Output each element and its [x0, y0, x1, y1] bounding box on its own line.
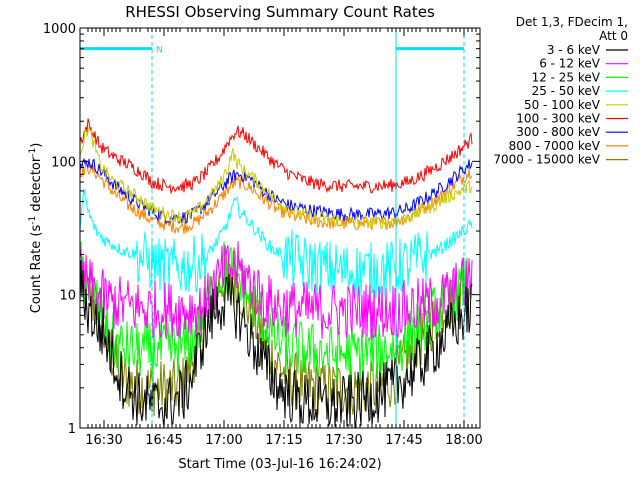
legend-label: 12 - 25 keV — [532, 70, 601, 84]
y-tick-label: 1000 — [43, 22, 76, 37]
series-line-300-800-kev — [79, 157, 473, 225]
legend-header-line-2: Att 0 — [599, 29, 628, 43]
y-axis-label: Count Rate (s-1 detector-1) — [28, 143, 44, 314]
legend-header-line-1: Det 1,3, FDecim 1, — [516, 15, 628, 29]
legend-label: 50 - 100 keV — [524, 98, 601, 112]
series-line-3-6-kev — [79, 260, 473, 429]
legend-label: 3 - 6 keV — [547, 43, 601, 57]
y-tick-label: 1 — [68, 422, 76, 437]
series-line-6-12-kev — [79, 241, 473, 340]
x-tick-label: 17:30 — [325, 433, 362, 448]
series-line-50-100-kev — [79, 125, 473, 230]
x-axis: 16:30 16:45 17:00 17:15 17:30 17:45 18:00 — [85, 28, 483, 448]
legend-label: 100 - 300 keV — [516, 112, 600, 126]
y-tick-label: 100 — [51, 155, 76, 170]
y-tick-label: 10 — [59, 289, 76, 304]
x-axis-label: Start Time (03-Jul-16 16:24:02) — [178, 457, 381, 472]
legend-label: 25 - 50 keV — [532, 84, 601, 98]
x-tick-label: 17:15 — [265, 433, 302, 448]
x-tick-label: 17:00 — [205, 433, 242, 448]
legend-label: 300 - 800 keV — [516, 125, 600, 139]
legend-label: 800 - 7000 keV — [509, 139, 601, 153]
legend-label: 6 - 12 keV — [539, 57, 601, 71]
x-tick-label: 17:45 — [385, 433, 422, 448]
series-line-25-50-kev — [79, 188, 473, 300]
series-line-100-300-kev — [79, 118, 473, 195]
night-flag-label: N — [156, 46, 163, 56]
legend-label: 7000 - 15000 keV — [493, 153, 600, 167]
chart-title: RHESSI Observing Summary Count Rates — [125, 3, 435, 21]
plot-area: N — [79, 28, 473, 429]
x-tick-label: 16:45 — [145, 433, 182, 448]
x-tick-label: 18:00 — [445, 433, 482, 448]
x-tick-label: 16:30 — [85, 433, 122, 448]
y-axis: 1 10 100 1000 — [43, 22, 480, 437]
